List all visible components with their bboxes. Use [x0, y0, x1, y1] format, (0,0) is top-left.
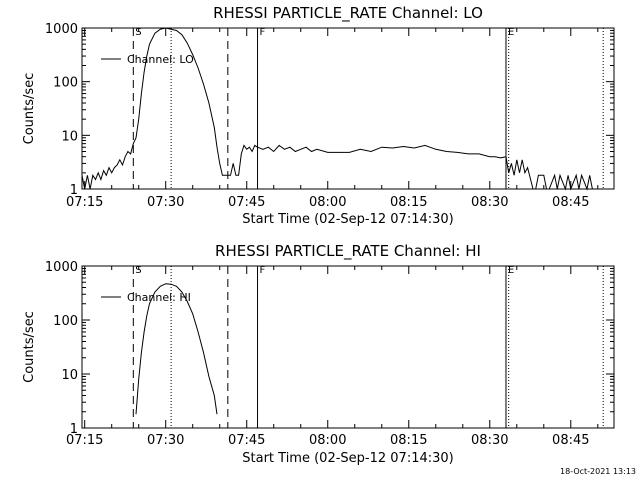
panel-1-x-tick-label: 08:00 [309, 195, 346, 210]
panel-1-y-tick-label: 100 [53, 76, 78, 91]
panel-1-event-marker-label: E [508, 27, 514, 38]
panel-2-y-tick-label: 10 [61, 368, 78, 383]
panel-2-event-marker-label: S [135, 265, 141, 276]
panel-2-event-marker-label: E [508, 265, 514, 276]
panel-1-y-tick-label: 1000 [45, 22, 78, 37]
panel-1-x-tick-label: 07:15 [66, 195, 103, 210]
panel-2-x-tick-label: 07:15 [66, 433, 103, 448]
panel-2-y-tick-label: 1000 [45, 260, 78, 275]
panel-1-y-tick-label: 1 [70, 183, 78, 198]
panel-2-x-tick-label: 07:30 [147, 433, 184, 448]
panel-1-y-axis-label: Counts/sec [22, 73, 37, 145]
panel-2-x-axis-label: Start Time (02-Sep-12 07:14:30) [242, 451, 453, 466]
panel-2-plot-frame [81, 265, 615, 429]
panel-2-series-line [135, 283, 218, 415]
panel-1-plot-frame [81, 27, 615, 190]
panel-2-title: RHESSI PARTICLE_RATE Channel: HI [215, 242, 481, 261]
panel-1-x-tick-label: 08:45 [552, 195, 589, 210]
panel-2-y-tick-label: 100 [53, 314, 78, 329]
panel-2-x-tick-label: 08:15 [390, 433, 427, 448]
panel-2-y-tick-label: 1 [70, 422, 78, 437]
panel-2-x-tick-label: 08:30 [471, 433, 508, 448]
panel-1-y-tick-label: 10 [61, 129, 78, 144]
panel-2-event-marker-label: F [260, 265, 266, 276]
panel-1-x-axis-label: Start Time (02-Sep-12 07:14:30) [242, 212, 453, 227]
panel-1-event-marker-label: S [135, 27, 141, 38]
panel-2-x-tick-label: 08:00 [309, 433, 346, 448]
plot-timestamp: 18-Oct-2021 13:13 [560, 467, 636, 476]
panel-1-legend-label: Channel: LO [127, 53, 194, 66]
panel-1-series-line [81, 27, 593, 191]
panel-2-y-axis-label: Counts/sec [22, 311, 37, 383]
panel-1-x-tick-label: 07:45 [228, 195, 265, 210]
panel-2-x-tick-label: 07:45 [228, 433, 265, 448]
panel-1-x-tick-label: 08:15 [390, 195, 427, 210]
panel-1-title: RHESSI PARTICLE_RATE Channel: LO [213, 4, 483, 23]
panel-2-x-tick-label: 08:45 [552, 433, 589, 448]
panel-1-event-marker-label: F [260, 27, 266, 38]
panel-1-x-tick-label: 08:30 [471, 195, 508, 210]
panel-1-x-tick-label: 07:30 [147, 195, 184, 210]
panel-2-legend-label: Channel: HI [127, 291, 191, 304]
